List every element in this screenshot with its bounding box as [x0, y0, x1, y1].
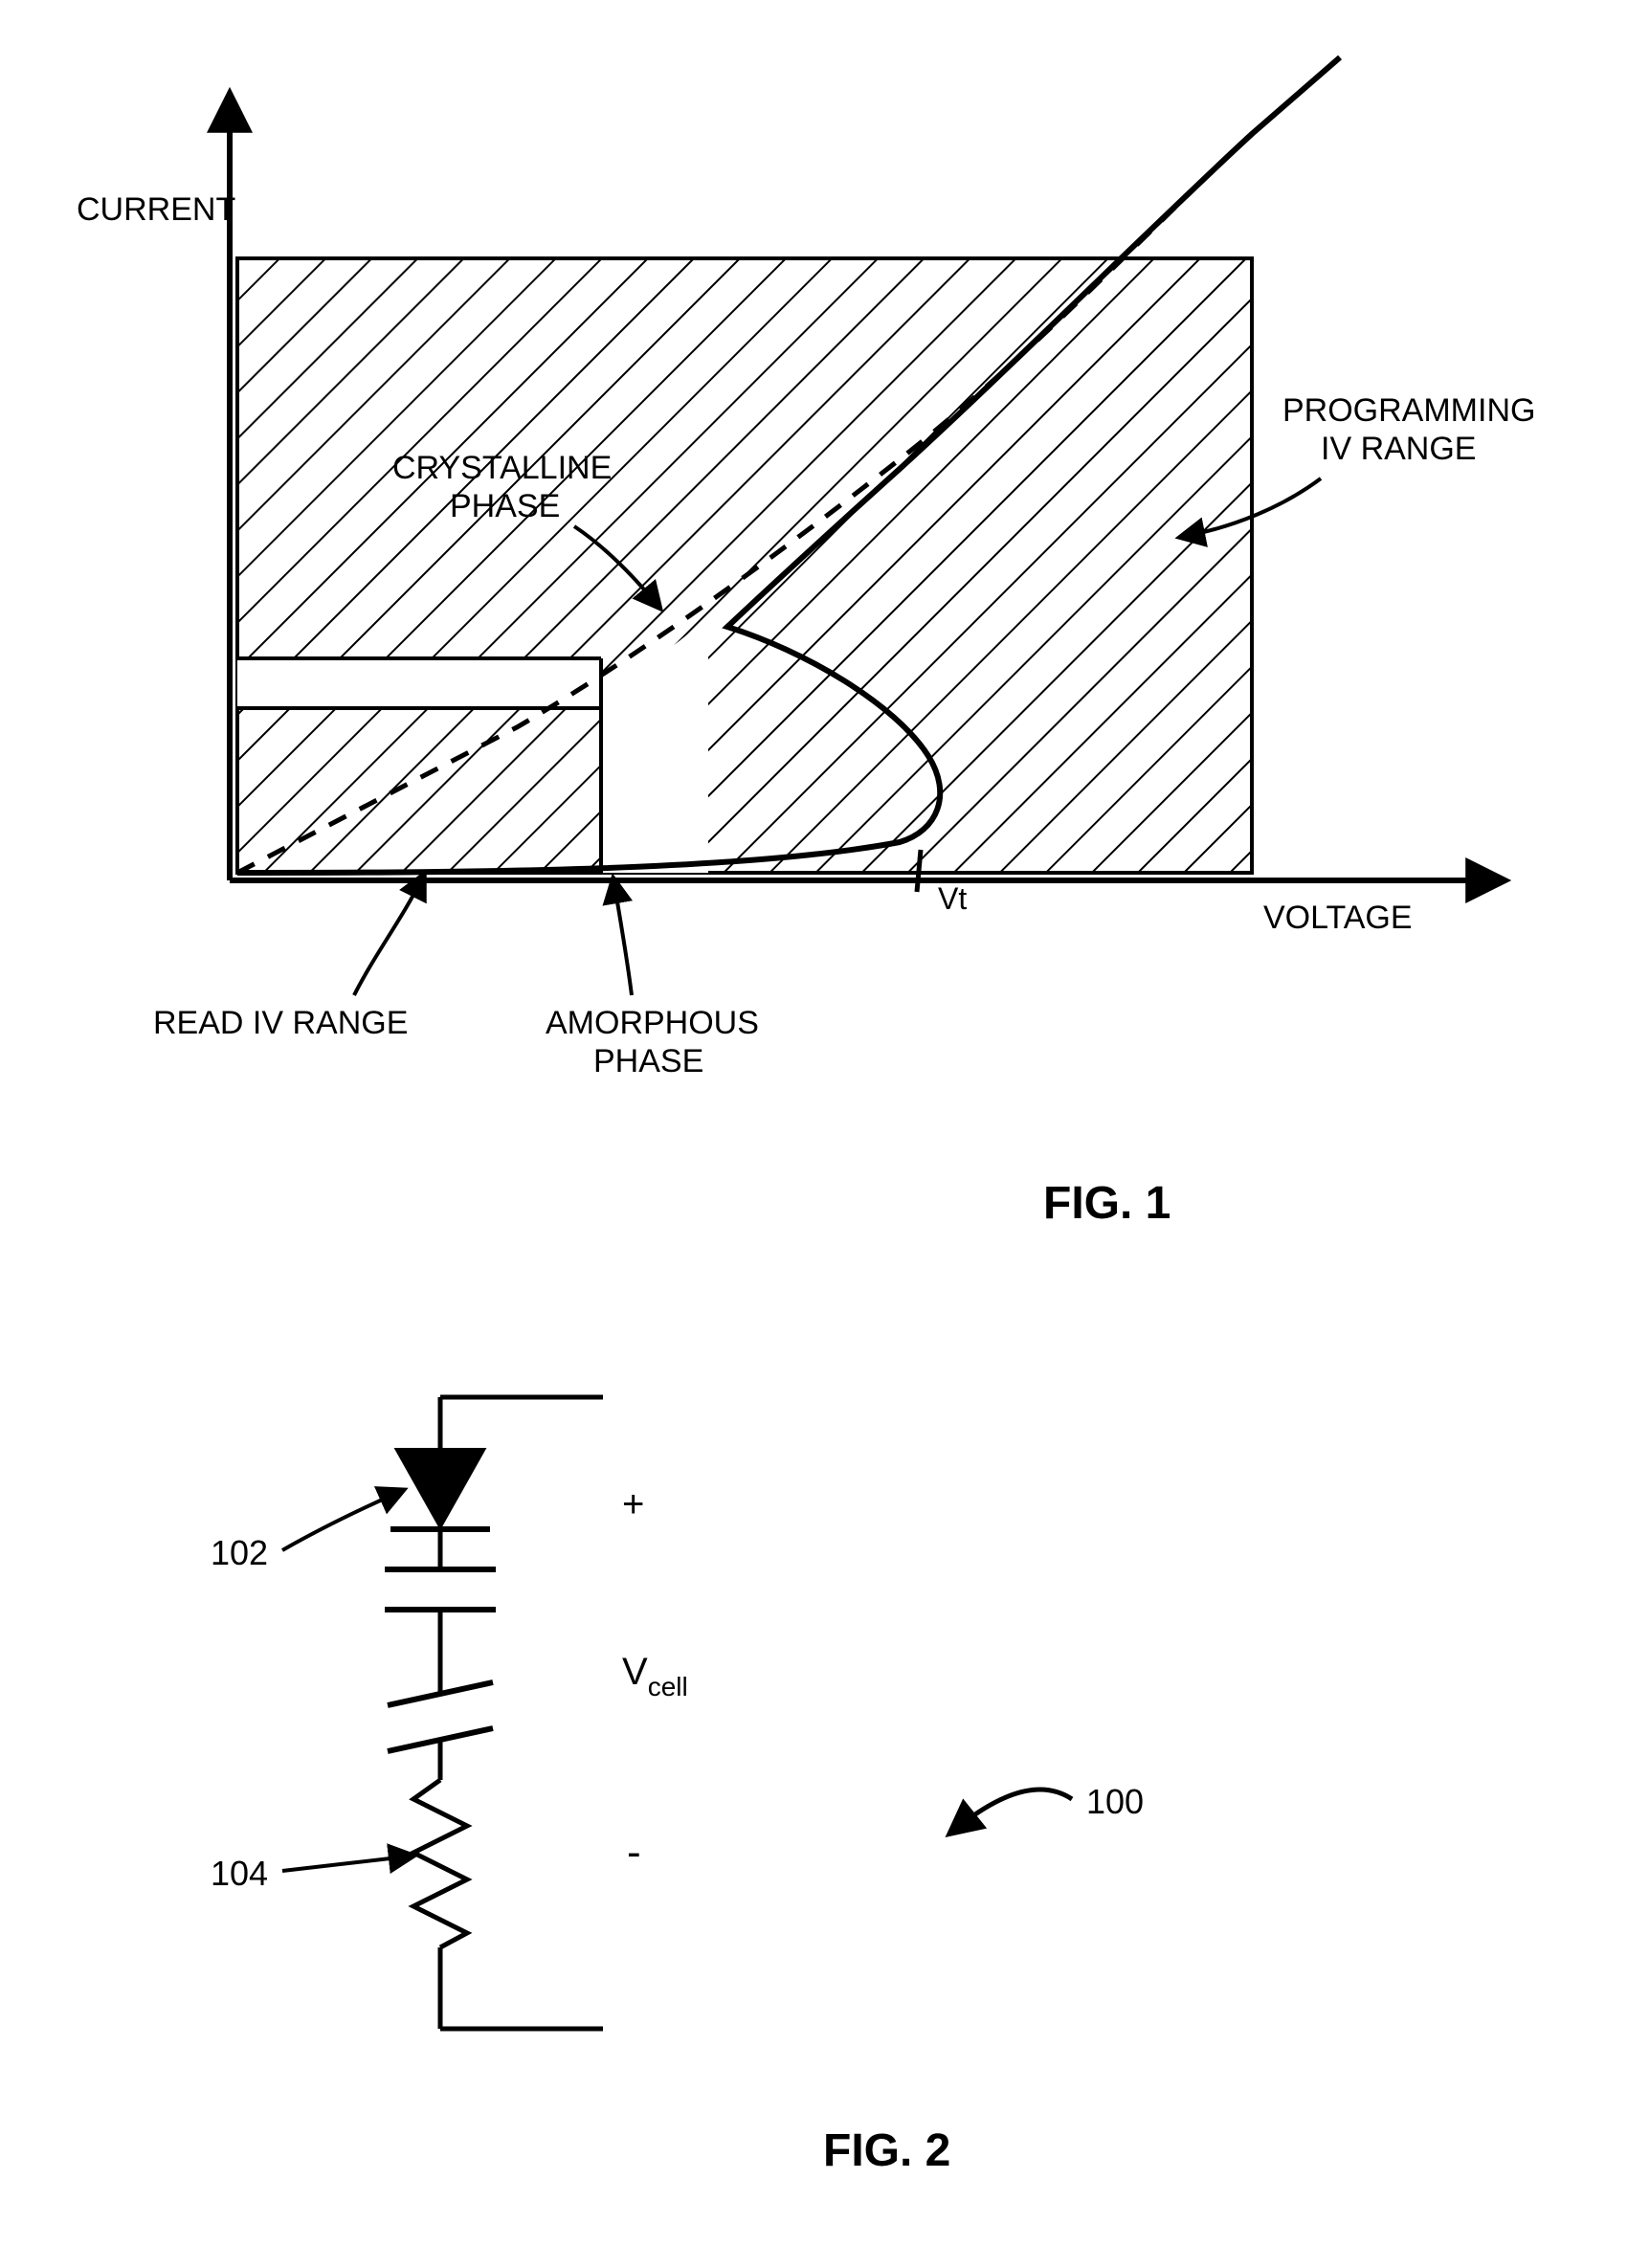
fig1-svg: Vt CURRENT VOLTAGE CRYSTALLINE PHASE PRO… [38, 38, 1612, 1187]
programming-label-2: IV RANGE [1321, 431, 1476, 467]
page: Vt CURRENT VOLTAGE CRYSTALLINE PHASE PRO… [38, 38, 1612, 2230]
ref-100-leader [957, 1790, 1072, 1828]
diode-triangle [397, 1450, 483, 1526]
vcell-sub: cell [648, 1672, 688, 1701]
voltage-axis-label: VOLTAGE [1263, 900, 1413, 936]
read-range-label: READ IV RANGE [153, 1005, 408, 1041]
crystalline-label-1: CRYSTALLINE [392, 450, 612, 486]
amorphous-label-2: PHASE [593, 1043, 703, 1079]
fig1-title: FIG. 1 [1043, 1177, 1171, 1230]
ref-100: 100 [1086, 1782, 1144, 1821]
vt-label: Vt [938, 881, 967, 916]
amorphous-leader [614, 885, 632, 995]
current-axis-label: CURRENT [77, 191, 235, 228]
resistor [413, 1780, 467, 1947]
read-range-rect [237, 708, 601, 873]
amorphous-label-1: AMORPHOUS [546, 1005, 759, 1041]
fig2-title: FIG. 2 [823, 2124, 950, 2177]
ref-104-leader [282, 1857, 407, 1871]
minus-sign: - [627, 1829, 641, 1876]
read-range-leader [354, 880, 421, 995]
ref-102: 102 [211, 1533, 268, 1572]
ref-104: 104 [211, 1854, 268, 1893]
crystalline-label-2: PHASE [450, 488, 560, 524]
vcell-label: Vcell [622, 1651, 688, 1701]
programming-label-1: PROGRAMMING [1282, 392, 1535, 429]
gap-band [237, 658, 601, 708]
plus-sign: + [622, 1483, 644, 1525]
ref-102-leader [282, 1493, 397, 1550]
fig2-svg: + - Vcell 102 104 100 [38, 1330, 1612, 2191]
